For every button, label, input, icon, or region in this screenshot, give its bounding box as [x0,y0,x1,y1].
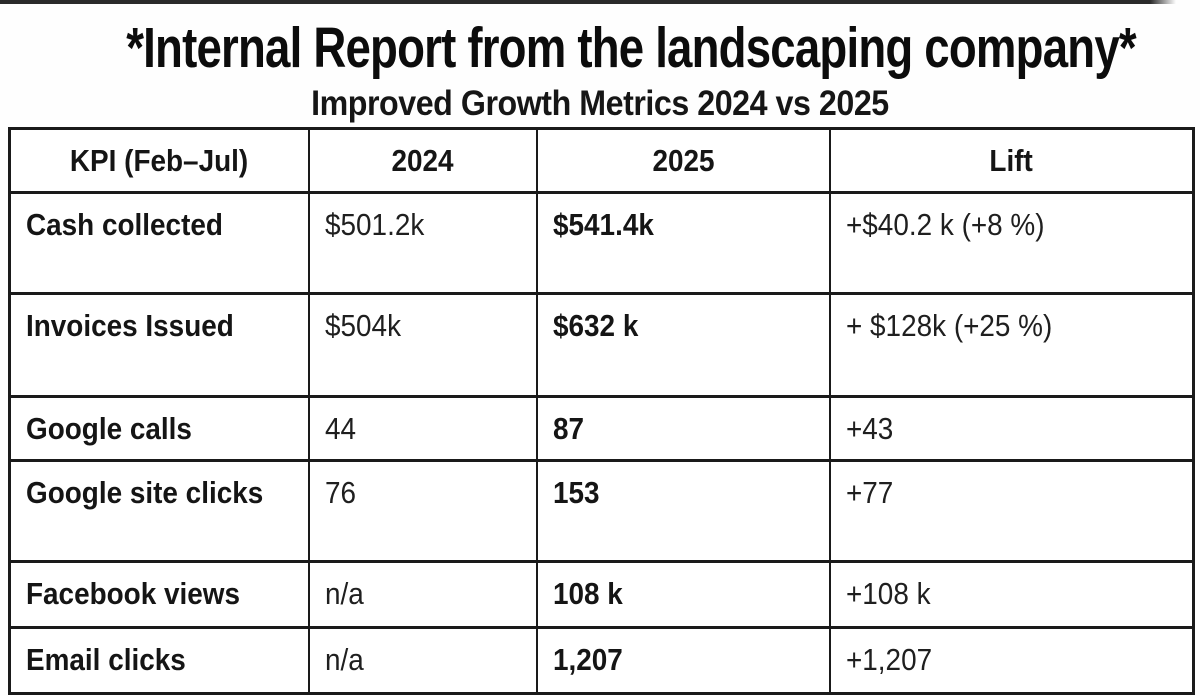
column-header-lift: Lift [828,127,1195,194]
column-header-lift-label: Lift [989,142,1033,178]
value-lift: +1,207 [845,642,932,677]
value-2024: 76 [324,475,356,510]
column-header-2025-label: 2025 [651,142,715,178]
table-header-row: KPI (Feb–Jul) 2024 2025 Lift [8,127,1195,194]
table-row-google-site-clicks: Google site clicks 76 153 +77 [8,459,1195,563]
cell-2024: n/a [307,626,538,695]
cell-2024: 44 [307,395,538,462]
kpi-label: Google site clicks [26,475,264,510]
column-header-kpi-label: KPI (Feb–Jul) [70,142,249,178]
table-row-facebook-views: Facebook views n/a 108 k +108 k [8,560,1195,629]
value-2025: 153 [552,475,600,510]
cell-2025: 87 [535,395,831,462]
value-2025: $632 k [552,308,638,343]
value-2025: 1,207 [552,642,623,677]
value-2024: n/a [324,576,364,611]
value-2025: 108 k [552,576,623,611]
cell-lift: +1,207 [828,626,1195,695]
cell-kpi: Google calls [8,395,310,462]
cell-2024: $504k [307,292,538,398]
value-2024: 44 [324,411,356,446]
value-2025: 87 [552,411,584,446]
kpi-label: Facebook views [26,576,241,611]
cell-kpi: Cash collected [8,191,310,295]
cell-lift: +43 [828,395,1195,462]
kpi-label: Invoices Issued [26,308,234,343]
cell-kpi: Google site clicks [8,459,310,563]
cell-lift: +108 k [828,560,1195,629]
metrics-table: KPI (Feb–Jul) 2024 2025 Lift Cash collec… [8,127,1195,695]
table-row-invoices-issued: Invoices Issued $504k $632 k + $128k (+2… [8,292,1195,398]
top-border-line [0,0,1178,4]
value-lift: +$40.2 k (+8 %) [845,207,1045,242]
value-2024: n/a [324,642,364,677]
value-2024: $504k [324,308,401,343]
cell-2025: $541.4k [535,191,831,295]
column-header-kpi: KPI (Feb–Jul) [8,127,310,194]
table-row-cash-collected: Cash collected $501.2k $541.4k +$40.2 k … [8,191,1195,295]
page-title: *Internal Report from the landscaping co… [0,16,1200,95]
cell-2024: n/a [307,560,538,629]
cell-kpi: Email clicks [8,626,310,695]
cell-2024: $501.2k [307,191,538,295]
cell-lift: +$40.2 k (+8 %) [828,191,1195,295]
cell-lift: +77 [828,459,1195,563]
table-row-google-calls: Google calls 44 87 +43 [8,395,1195,462]
kpi-label: Email clicks [26,642,186,677]
cell-kpi: Facebook views [8,560,310,629]
value-lift: + $128k (+25 %) [845,308,1052,343]
table-row-email-clicks: Email clicks n/a 1,207 +1,207 [8,626,1195,695]
kpi-label: Cash collected [26,207,223,242]
value-lift: +43 [845,411,893,446]
value-2024: $501.2k [324,207,424,242]
value-lift: +77 [845,475,893,510]
column-header-2024: 2024 [307,127,538,194]
cell-2025: 108 k [535,560,831,629]
page-subtitle: Improved Growth Metrics 2024 vs 2025 [0,84,1200,131]
column-header-2025: 2025 [535,127,831,194]
value-2025: $541.4k [552,207,654,242]
value-lift: +108 k [845,576,931,611]
cell-2024: 76 [307,459,538,563]
kpi-label: Google calls [26,411,192,446]
cell-kpi: Invoices Issued [8,292,310,398]
column-header-2024-label: 2024 [391,142,454,178]
cell-2025: 1,207 [535,626,831,695]
page-title-text: *Internal Report from the landscaping co… [126,16,1136,80]
cell-2025: $632 k [535,292,831,398]
cell-lift: + $128k (+25 %) [828,292,1195,398]
cell-2025: 153 [535,459,831,563]
page-subtitle-text: Improved Growth Metrics 2024 vs 2025 [311,84,889,123]
